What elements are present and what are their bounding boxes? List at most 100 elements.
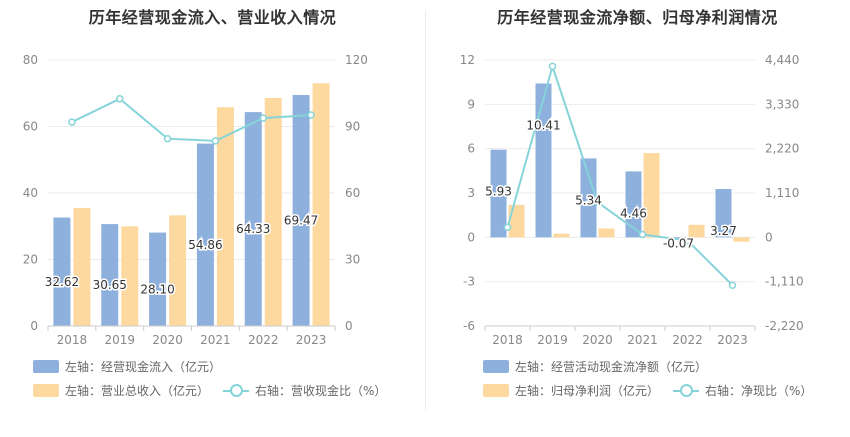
chart-title: 历年经营现金流入、营业收入情况 — [88, 8, 337, 27]
data-label: -0.07 — [663, 236, 694, 250]
bar-primary — [580, 158, 597, 238]
y-right-tick-label: 1,110 — [765, 186, 799, 200]
bar-secondary — [733, 237, 750, 242]
bar-secondary — [643, 153, 660, 238]
data-label: 5.34 — [575, 193, 602, 207]
legend-swatch-icon — [33, 383, 59, 397]
ratio-point — [683, 236, 692, 245]
x-tick-label: 2018 — [57, 333, 88, 347]
y-left-tick-label: 6 — [467, 142, 475, 156]
chart-title: 历年经营现金流净额、归母净利润情况 — [497, 8, 778, 27]
y-right-tick-label: 4,440 — [765, 53, 799, 67]
x-tick-label: 2022 — [672, 333, 703, 347]
legend-item-cash-inflow[interactable]: 左轴：经营现金流入（亿元） — [33, 358, 221, 375]
legend-swatch-icon — [483, 383, 509, 397]
legend-line-marker-icon — [223, 383, 250, 397]
bar-secondary — [121, 226, 139, 326]
bar-primary — [490, 149, 507, 238]
x-tick-label: 2021 — [200, 333, 231, 347]
bar-secondary — [169, 215, 187, 326]
y-right-tick-label: -2,220 — [765, 319, 804, 333]
bar-primary — [101, 224, 119, 326]
chart-svg-cash-inflow-revenue: 0 20 40 60 80 0 30 60 90 120 2018 2019 2020 2021 2022 2… — [23, 53, 368, 347]
legend-item-net-operating-cash[interactable]: 左轴：经营活动现金流净额（亿元） — [483, 358, 707, 375]
legend-label: 右轴：净现比（%） — [705, 383, 813, 398]
legend-row-2: 左轴：营业总收入（亿元） 右轴：营收现金比（%） — [33, 381, 400, 399]
x-tick-label: 2021 — [627, 333, 658, 347]
data-label: 54.86 — [188, 238, 222, 252]
bar-secondary — [73, 207, 91, 326]
legend-swatch-icon — [483, 359, 509, 373]
y-left-tick-label: 3 — [467, 186, 475, 200]
y-right-tick-label: -1,110 — [765, 275, 804, 289]
ratio-point — [307, 111, 315, 119]
y-left-tick-label: -6 — [463, 319, 475, 333]
ratio-line — [506, 62, 734, 286]
bar-secondary — [508, 204, 525, 238]
data-label: 28.10 — [140, 282, 174, 296]
y-right-tick-label: 120 — [345, 53, 368, 67]
y-left-tick-label: 80 — [23, 53, 38, 67]
y-right-tick-label: 90 — [345, 120, 360, 134]
chart-panel-cash-inflow-revenue: 历年经营现金流入、营业收入情况 0 20 40 60 80 0 30 60 90 120 2018 2… — [23, 8, 400, 399]
data-label: 4.46 — [620, 206, 647, 220]
data-label: 3.27 — [710, 224, 737, 238]
y-right-tick-label: 3,330 — [765, 97, 799, 111]
bar-secondary — [598, 228, 615, 238]
bar-secondary — [264, 97, 282, 326]
legend-swatch-icon — [33, 359, 59, 373]
y-right-tick-label: 0 — [765, 230, 773, 244]
legend-row-2: 左轴：归母净利润（亿元） 右轴：净现比（%） — [483, 381, 826, 399]
legend-item-net-cash-ratio[interactable]: 右轴：净现比（%） — [673, 382, 812, 399]
y-right-tick-label: 60 — [345, 186, 360, 200]
legend-label: 左轴：经营活动现金流净额（亿元） — [515, 359, 708, 374]
y-left-tick-label: 40 — [23, 186, 38, 200]
chart-panel-net-cash-profit: 历年经营现金流净额、归母净利润情况 -6 -3 0 3 6 9 12 -2,220 -1,110… — [425, 0, 850, 437]
ratio-point — [548, 62, 557, 71]
data-label: 69.47 — [284, 214, 318, 228]
bar-primary — [196, 143, 214, 326]
ratio-point — [116, 95, 124, 103]
bar-primary — [53, 217, 71, 326]
legend-row-1: 左轴：经营现金流入（亿元） — [33, 357, 235, 375]
bar-primary — [535, 83, 552, 238]
x-tick-label: 2022 — [248, 333, 279, 347]
bar-primary — [244, 112, 262, 326]
legend-label: 左轴：经营现金流入（亿元） — [65, 359, 222, 374]
y-left-tick-label: 20 — [23, 253, 38, 267]
chart-svg-net-cash-profit: -6 -3 0 3 6 9 12 -2,220 -1,110 0 1,110 2,220 3,330 4,… — [460, 53, 804, 347]
bar-secondary — [216, 107, 234, 326]
legend-item-revenue-cash-ratio[interactable]: 右轴：营收现金比（%） — [223, 382, 386, 399]
legend-item-net-profit[interactable]: 左轴：归母净利润（亿元） — [483, 382, 659, 399]
bar-primary — [292, 95, 310, 326]
panel-divider — [425, 10, 426, 410]
ratio-point — [211, 137, 220, 145]
x-tick-label: 2019 — [537, 333, 568, 347]
data-label: 30.65 — [93, 278, 127, 292]
x-tick-label: 2020 — [582, 333, 613, 347]
legend-label: 右轴：营收现金比（%） — [255, 383, 387, 398]
bar-secondary — [312, 83, 330, 327]
y-left-tick-label: 0 — [30, 319, 38, 333]
data-label: 10.41 — [526, 118, 560, 132]
ratio-line — [71, 97, 312, 142]
legend-row-1: 左轴：经营活动现金流净额（亿元） — [483, 357, 721, 375]
x-tick-label: 2019 — [104, 333, 135, 347]
legend-item-total-revenue[interactable]: 左轴：营业总收入（亿元） — [33, 382, 209, 399]
data-label: 64.33 — [236, 222, 270, 236]
data-label: 5.93 — [485, 185, 512, 199]
y-left-tick-label: 0 — [467, 230, 475, 244]
y-right-tick-label: 2,220 — [765, 142, 799, 156]
bar-primary — [715, 189, 732, 238]
y-left-tick-label: -3 — [463, 275, 475, 289]
x-tick-label: 2020 — [152, 333, 183, 347]
bar-secondary — [553, 233, 570, 238]
bar-primary — [625, 171, 642, 238]
ratio-point — [593, 198, 602, 206]
ratio-point — [259, 114, 267, 122]
legend-line-marker-icon — [673, 383, 700, 397]
x-tick-label: 2018 — [492, 333, 523, 347]
bar-secondary — [688, 224, 705, 238]
y-left-tick-label: 12 — [460, 53, 475, 67]
legend-label: 左轴：归母净利润（亿元） — [515, 383, 660, 398]
